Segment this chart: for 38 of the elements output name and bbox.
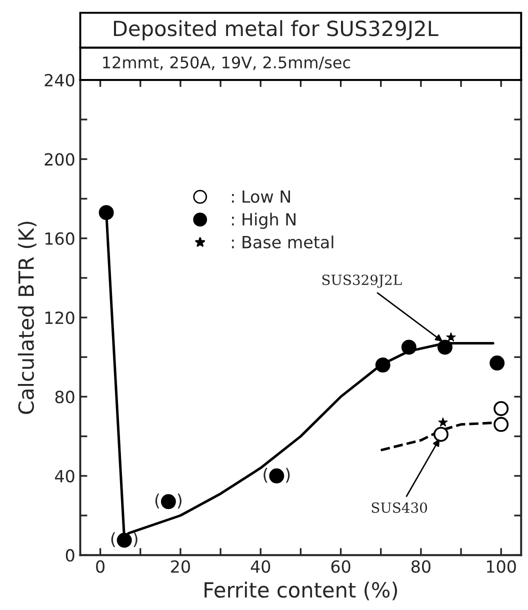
- x-axis-title: Ferrite content (%): [204, 582, 398, 600]
- point: [269, 468, 284, 484]
- point: [437, 340, 452, 355]
- point: [494, 401, 509, 416]
- point: [438, 417, 448, 427]
- y-tick-label: 80: [55, 390, 74, 404]
- y-tick-label: 200: [44, 153, 74, 166]
- annotation: ( ): [155, 494, 182, 508]
- x-tick-label: 20: [171, 560, 190, 573]
- y-tick-label: 240: [44, 74, 74, 86]
- point: [494, 416, 509, 432]
- point: [446, 332, 456, 342]
- annotation: SUS329J2L: [322, 274, 402, 288]
- chart-subtitle: 12mmt, 250A, 19V, 2.5mm/sec: [103, 56, 350, 70]
- x-tick-label: 40: [250, 560, 270, 573]
- y-tick-label: 160: [45, 232, 74, 245]
- y-tick-label: 120: [45, 311, 74, 324]
- x-tick-label: 100: [487, 560, 516, 573]
- legend-label: : Base metal: [232, 236, 334, 248]
- legend-label: : Low N: [232, 190, 290, 203]
- point: [116, 532, 132, 548]
- legend-label: : High N: [232, 212, 296, 229]
- x-tick-label: 0: [96, 560, 104, 573]
- x-tick-label: 60: [331, 560, 350, 573]
- annotation: ( ): [264, 468, 290, 483]
- y-tick-label: 40: [55, 470, 74, 482]
- point: [490, 356, 505, 371]
- point: [375, 358, 390, 373]
- point: [433, 426, 448, 442]
- annotation: SUS430: [372, 502, 428, 513]
- y-tick-label: 0: [66, 549, 74, 562]
- point: [160, 494, 176, 510]
- point: [401, 340, 416, 355]
- chart-title: Deposited metal for SUS329J2L: [114, 20, 438, 40]
- x-tick-label: 80: [411, 560, 430, 573]
- y-axis-title: Calculated BTR (K): [18, 222, 36, 414]
- point: [98, 205, 114, 220]
- annotation: ( ): [111, 532, 138, 548]
